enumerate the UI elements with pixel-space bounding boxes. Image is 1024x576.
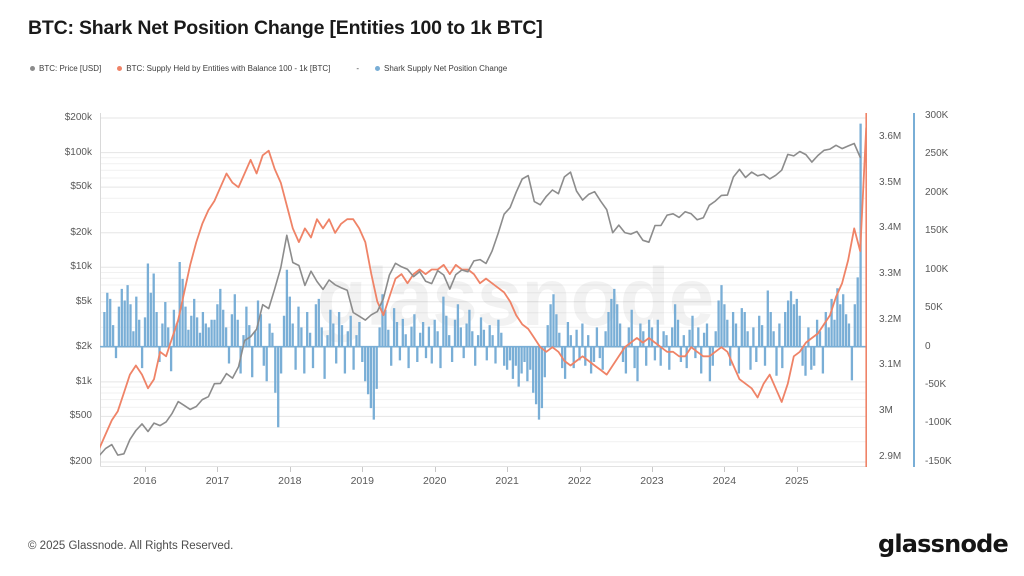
net-axis-tick: -100K	[925, 417, 952, 429]
year-label: 2019	[350, 475, 374, 487]
year-label: 2018	[278, 475, 302, 487]
net-axis-tick: 100K	[925, 263, 949, 275]
supply-series-marker-icon	[117, 66, 123, 71]
supply-axis-tick: 3.6M	[879, 130, 902, 142]
copyright-text: © 2025 Glassnode. All Rights Reserved.	[28, 540, 234, 552]
price-axis-tick: $20k	[70, 226, 92, 238]
year-tick	[217, 467, 219, 472]
net-axis-tick: 200K	[925, 186, 949, 198]
year-tick	[796, 467, 798, 472]
year-tick	[579, 467, 581, 472]
page-title: BTC: Shark Net Position Change [Entities…	[28, 17, 543, 39]
chart-plot-wrapper: glassnode	[98, 113, 868, 467]
net-position-bars	[103, 123, 862, 428]
net-axis-tick: 150K	[925, 225, 949, 237]
year-label: 2023	[640, 475, 664, 487]
year-tick	[724, 467, 726, 472]
price-series-marker-icon	[30, 66, 35, 71]
year-label: 2020	[422, 475, 447, 487]
glassnode-logo: glassnode	[877, 530, 1009, 558]
net-axis-line	[913, 113, 915, 467]
price-axis-tick: $200k	[64, 112, 92, 124]
supply-axis-tick: 3.3M	[879, 268, 902, 280]
price-line	[98, 142, 862, 456]
chart-plot-area[interactable]: glassnode	[98, 113, 868, 467]
year-label: 2021	[495, 475, 519, 487]
chart-legend: BTC: Price [USD] BTC: Supply Held by Ent…	[30, 64, 523, 73]
legend-separator: -	[356, 64, 359, 73]
year-label: 2016	[133, 475, 157, 487]
supply-axis-tick: 3.2M	[879, 313, 902, 325]
price-axis-tick: $200	[69, 456, 92, 468]
year-label: 2017	[205, 475, 230, 487]
net-axis-tick: -150K	[925, 455, 952, 467]
year-tick	[434, 467, 436, 472]
legend-item-net-position[interactable]: Shark Supply Net Position Change	[375, 64, 507, 73]
year-tick	[651, 467, 653, 472]
supply-axis-tick: 3M	[879, 405, 893, 417]
supply-axis-tick: 3.1M	[879, 359, 902, 371]
year-tick	[144, 467, 146, 472]
supply-line	[98, 126, 868, 449]
legend-item-supply[interactable]: BTC: Supply Held by Entities with Balanc…	[117, 64, 330, 73]
price-axis-tick: $500	[69, 410, 92, 422]
net-axis-tick: 50K	[925, 302, 943, 314]
price-axis-tick: $2k	[75, 341, 92, 353]
year-label: 2022	[567, 475, 592, 487]
legend-item-price[interactable]: BTC: Price [USD]	[30, 64, 101, 73]
year-tick	[507, 467, 509, 472]
year-label: 2024	[712, 475, 737, 487]
legend-label-price: BTC: Price [USD]	[39, 64, 102, 73]
net-axis-tick: 0	[925, 340, 931, 352]
net-axis-tick: -50K	[925, 379, 947, 391]
legend-label-supply: BTC: Supply Held by Entities with Balanc…	[126, 64, 331, 73]
year-tick	[362, 467, 364, 472]
price-axis-tick: $50k	[70, 181, 92, 193]
legend-label-net-position: Shark Supply Net Position Change	[384, 64, 508, 73]
supply-axis-tick: 2.9M	[879, 450, 902, 462]
net-axis-tick: 250K	[925, 148, 949, 160]
supply-axis-tick: 3.5M	[879, 176, 902, 188]
net-axis-tick: 300K	[925, 109, 949, 121]
net-position-series-marker-icon	[375, 66, 380, 71]
price-axis-tick: $1k	[75, 375, 92, 387]
year-label: 2025	[785, 475, 809, 487]
price-axis-tick: $10k	[70, 261, 92, 273]
supply-axis-tick: 3.4M	[879, 222, 902, 234]
year-tick	[289, 467, 291, 472]
price-axis-tick: $100k	[64, 146, 92, 158]
price-axis-tick: $5k	[75, 295, 92, 307]
